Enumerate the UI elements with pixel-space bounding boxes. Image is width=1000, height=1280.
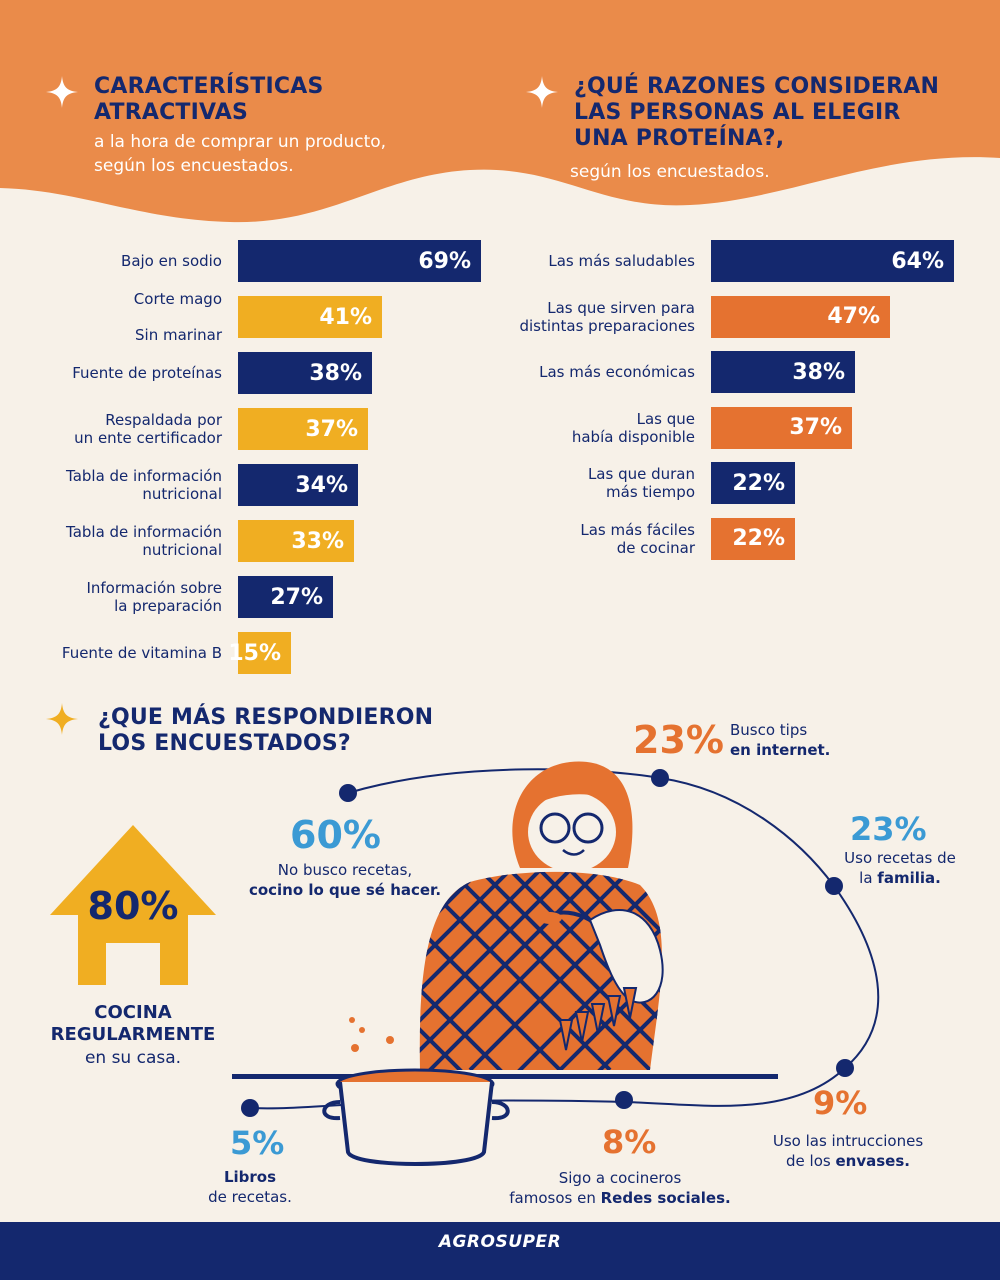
right-section-subtitle: según los encuestados. bbox=[570, 162, 770, 182]
orbit-dot bbox=[836, 1059, 854, 1077]
bar: 64% bbox=[711, 240, 954, 282]
agrosuper-logo[interactable]: AGROSUPER bbox=[438, 1232, 562, 1252]
stat-23-internet-text: Busco tips en internet. bbox=[730, 721, 831, 759]
bar-label: Corte mago Sin marinar bbox=[133, 290, 222, 344]
house-label-1: COCINA bbox=[94, 1002, 172, 1023]
orbit-dot bbox=[825, 877, 843, 895]
bar: 33% bbox=[238, 520, 354, 562]
stat-5-text: Libros de recetas. bbox=[208, 1168, 292, 1206]
bar-label: Bajo en sodio bbox=[121, 252, 222, 270]
stat-9-percentage: 9% bbox=[813, 1084, 868, 1122]
bar-value-label: 47% bbox=[827, 304, 880, 329]
stat-9-text: Uso las intrucciones de los envases. bbox=[772, 1132, 924, 1170]
cooking-pot bbox=[338, 1081, 494, 1166]
bar: 15% bbox=[228, 632, 291, 674]
sparkle-icon bbox=[526, 76, 558, 108]
bottom-section-title: ¿QUE MÁS RESPONDIERON LOS ENCUESTADOS? bbox=[98, 705, 434, 756]
header-background bbox=[0, 0, 1000, 223]
orbit-dot bbox=[615, 1091, 633, 1109]
woman-arm bbox=[588, 909, 664, 1004]
orbit-dot bbox=[241, 1099, 259, 1117]
bar-value-label: 27% bbox=[270, 584, 323, 610]
bar: 22% bbox=[711, 462, 795, 504]
bar: 41% bbox=[238, 296, 382, 338]
bar-value-label: 37% bbox=[789, 415, 842, 440]
bar-label: Las que había disponible bbox=[571, 409, 695, 446]
bar-value-label: 38% bbox=[792, 359, 845, 385]
bar-value-label: 34% bbox=[295, 472, 348, 498]
sparkle-icon bbox=[46, 76, 78, 108]
bar-label: Respaldada por un ente certificador bbox=[74, 411, 222, 447]
sparkle-icon bbox=[46, 703, 78, 735]
bar-label: Las que sirven para distintas preparacio… bbox=[519, 298, 695, 335]
bar-value-label: 15% bbox=[228, 640, 281, 666]
stat-8-text: Sigo a cocineros famosos en Redes social… bbox=[509, 1169, 731, 1207]
bar-label: Las más económicas bbox=[539, 363, 695, 381]
footer bbox=[0, 1222, 1000, 1280]
stat-23-internet-percentage: 23% bbox=[633, 718, 724, 762]
bar-label: Tabla de información nutricional bbox=[66, 523, 222, 559]
orbit-dot bbox=[339, 784, 357, 802]
left-section-subtitle: a la hora de comprar un producto, según … bbox=[94, 132, 387, 176]
house-percentage: 80% bbox=[87, 884, 179, 928]
bar-value-label: 22% bbox=[732, 526, 785, 551]
bar-value-label: 64% bbox=[891, 248, 944, 274]
stat-5-percentage: 5% bbox=[230, 1124, 285, 1162]
stat-60-text: No busco recetas, cocino lo que sé hacer… bbox=[248, 861, 442, 899]
bar: 38% bbox=[711, 351, 855, 393]
bar-value-label: 37% bbox=[305, 416, 358, 442]
bar-value-label: 38% bbox=[309, 360, 362, 386]
bar: 27% bbox=[238, 576, 333, 618]
bar-label: Fuente de vitamina B bbox=[61, 644, 222, 662]
stat-8-percentage: 8% bbox=[602, 1123, 657, 1161]
bar: 69% bbox=[238, 240, 481, 282]
bar: 37% bbox=[238, 408, 368, 450]
bar: 38% bbox=[238, 352, 372, 394]
illustration bbox=[232, 761, 880, 1166]
bar-value-label: 41% bbox=[319, 304, 372, 330]
bar-label: Las más fáciles de cocinar bbox=[580, 520, 695, 557]
bar: 37% bbox=[711, 406, 852, 449]
bar-label: Fuente de proteínas bbox=[72, 364, 222, 382]
table-line bbox=[232, 1074, 778, 1079]
stat-23-family-percentage: 23% bbox=[850, 810, 927, 848]
bar-value-label: 69% bbox=[418, 248, 471, 274]
house-label-3: en su casa. bbox=[84, 1048, 182, 1068]
bar-value-label: 22% bbox=[732, 470, 785, 496]
left-section-title: CARACTERÍSTICAS ATRACTIVAS bbox=[94, 74, 324, 125]
orbit-dot bbox=[651, 769, 669, 787]
bar: 34% bbox=[238, 464, 358, 506]
right-section-title: ¿QUÉ RAZONES CONSIDERAN LAS PERSONAS AL … bbox=[574, 74, 940, 151]
stat-60-percentage: 60% bbox=[290, 813, 381, 857]
bar-label: Información sobre la preparación bbox=[86, 579, 222, 615]
bar: 22% bbox=[711, 517, 795, 560]
woman-face bbox=[528, 792, 616, 872]
bar-label: Las más saludables bbox=[548, 252, 695, 270]
house-icon bbox=[50, 825, 216, 985]
bar: 47% bbox=[711, 295, 890, 338]
house-label-2: REGULARMENTE bbox=[50, 1024, 216, 1045]
bar-label: Las que duran más tiempo bbox=[587, 465, 695, 501]
bar-label: Tabla de información nutricional bbox=[66, 467, 222, 503]
bar-value-label: 33% bbox=[291, 528, 344, 554]
stat-23-family-text: Uso recetas de la familia. bbox=[844, 849, 956, 887]
